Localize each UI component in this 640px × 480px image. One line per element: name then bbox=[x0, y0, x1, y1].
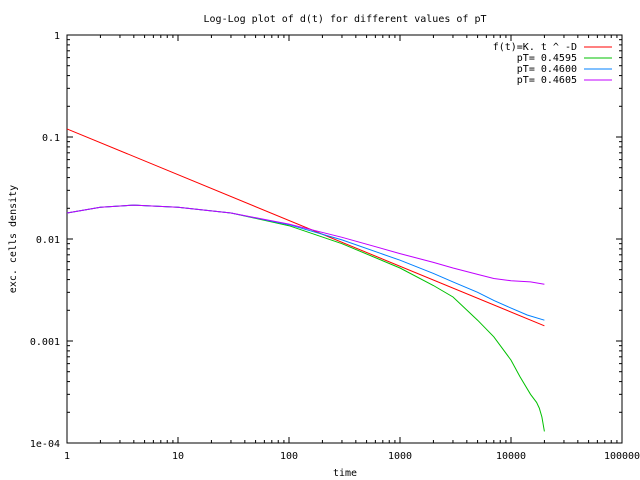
x-tick-label: 10 bbox=[172, 451, 184, 462]
series-line-1 bbox=[66, 128, 545, 327]
y-tick-label: 0.1 bbox=[42, 133, 60, 144]
x-axis-label: time bbox=[333, 468, 357, 479]
series-line-3 bbox=[66, 204, 545, 321]
legend-label-1: f(t)=K. t ^ -D bbox=[493, 42, 577, 53]
x-ticks: 1 10 100 1000 10000 100000 bbox=[64, 35, 640, 462]
chart-title: Log-Log plot of d(t) for different value… bbox=[204, 14, 487, 25]
y-ticks: 1e-04 0.001 0.01 0.1 1 bbox=[30, 31, 622, 450]
y-tick-label: 0.01 bbox=[36, 235, 60, 246]
x-tick-label: 10000 bbox=[496, 451, 526, 462]
y-tick-label: 0.001 bbox=[30, 337, 60, 348]
series-layer bbox=[66, 128, 545, 432]
y-tick-label: 1 bbox=[54, 31, 60, 42]
legend-label-2: pT= 0.4595 bbox=[517, 53, 577, 64]
legend-label-3: pT= 0.4600 bbox=[517, 64, 577, 75]
series-line-4 bbox=[66, 204, 545, 285]
y-axis-label: exc. cells density bbox=[8, 185, 19, 293]
plot-frame bbox=[66, 34, 623, 444]
x-tick-label: 100000 bbox=[604, 451, 640, 462]
x-tick-label: 1 bbox=[64, 451, 70, 462]
series-line-2 bbox=[66, 204, 545, 432]
legend-label-4: pT= 0.4605 bbox=[517, 75, 577, 86]
x-tick-label: 100 bbox=[280, 451, 298, 462]
x-tick-label: 1000 bbox=[388, 451, 412, 462]
y-tick-label: 1e-04 bbox=[30, 439, 60, 450]
